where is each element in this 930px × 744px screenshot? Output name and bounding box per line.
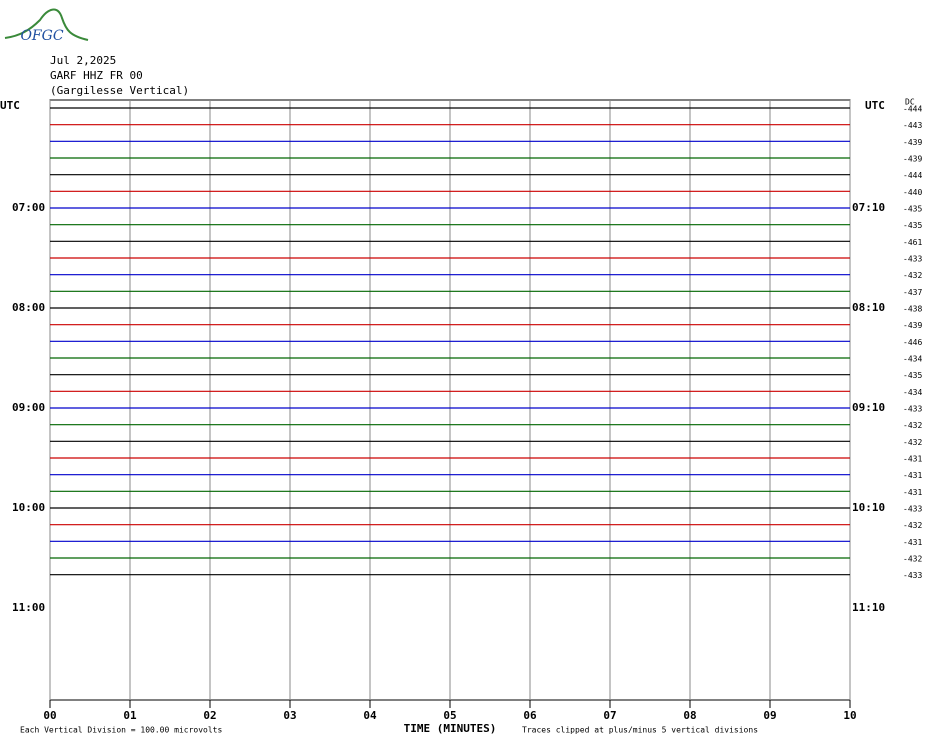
dc-value: -434 [903,388,922,397]
dc-value: -433 [903,505,922,514]
station: GARF HHZ FR 00 [50,69,143,82]
x-tick-label: 07 [603,709,616,722]
dc-value: -444 [903,105,922,114]
dc-value: -431 [903,488,922,497]
dc-value: -439 [903,155,922,164]
footer-right: Traces clipped at plus/minus 5 vertical … [522,726,758,735]
hour-label-right: 08:10 [852,301,885,314]
hour-label-left: 09:00 [12,401,45,414]
x-tick-label: 10 [843,709,856,722]
dc-value: -431 [903,455,922,464]
hour-label-left: 07:00 [12,201,45,214]
left-axis-label: UTC [0,99,20,112]
x-tick-label: 04 [363,709,377,722]
dc-value: -443 [903,121,922,130]
dc-value: -440 [903,188,922,197]
dc-value: -432 [903,438,922,447]
dc-value: -435 [903,371,922,380]
hour-label-left: 11:00 [12,601,45,614]
x-tick-label: 02 [203,709,216,722]
dc-value: -433 [903,405,922,414]
dc-value: -432 [903,521,922,530]
dc-value: -434 [903,355,922,364]
dc-value: -444 [903,171,922,180]
hour-label-right: 07:10 [852,201,885,214]
dc-value: -446 [903,338,922,347]
dc-value: -433 [903,255,922,264]
dc-value: -432 [903,421,922,430]
x-tick-label: 03 [283,709,296,722]
hour-label-left: 08:00 [12,301,45,314]
x-axis-label: TIME (MINUTES) [404,722,497,735]
date: Jul 2,2025 [50,54,116,67]
dc-value: -431 [903,538,922,547]
hour-label-right: 10:10 [852,501,885,514]
footer-left: Each Vertical Division = 100.00 microvol… [20,726,222,735]
dc-value: -435 [903,221,922,230]
dc-value: -439 [903,321,922,330]
logo-curve [4,8,89,41]
dc-value: -437 [903,288,922,297]
x-tick-label: 01 [123,709,137,722]
x-tick-label: 05 [443,709,456,722]
right-axis-label: UTC [865,99,885,112]
hour-label-right: 09:10 [852,401,885,414]
hour-label-right: 11:10 [852,601,885,614]
logo-text: OFGC [20,28,63,44]
location: (Gargilesse Vertical) [50,84,189,97]
x-tick-label: 06 [523,709,537,722]
x-tick-label: 09 [763,709,776,722]
x-tick-label: 00 [43,709,56,722]
dc-value: -461 [903,238,922,247]
dc-value: -435 [903,205,922,214]
dc-value: -432 [903,555,922,564]
dc-value: -438 [903,305,922,314]
x-tick-label: 08 [683,709,696,722]
dc-value: -433 [903,571,922,580]
dc-value: -431 [903,471,922,480]
dc-value: -432 [903,271,922,280]
dc-label: DC [905,98,915,107]
hour-label-left: 10:00 [12,501,45,514]
dc-value: -439 [903,138,922,147]
